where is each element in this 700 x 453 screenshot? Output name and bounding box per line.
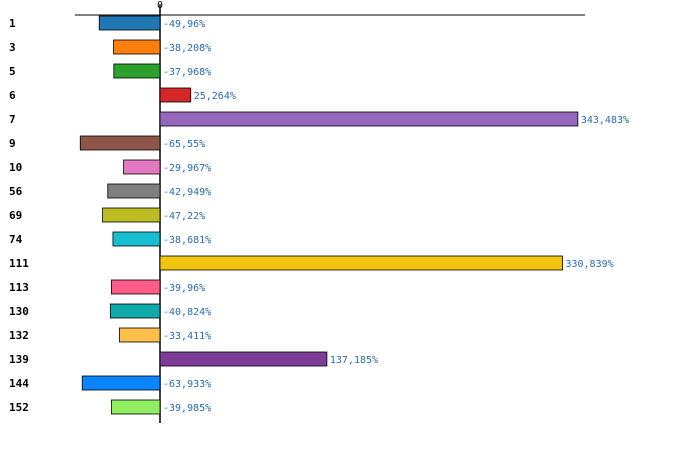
category-label-152: 152	[9, 401, 29, 414]
bar-144	[81, 375, 161, 391]
bar-3	[113, 39, 161, 55]
category-label-6: 6	[9, 89, 16, 102]
bar-1	[98, 15, 161, 31]
value-label-56: -42,949%	[163, 187, 211, 198]
value-label-130: -40,824%	[163, 307, 211, 318]
bar-152	[110, 399, 161, 415]
category-label-111: 111	[9, 257, 29, 270]
category-label-69: 69	[9, 209, 22, 222]
category-label-132: 132	[9, 329, 29, 342]
value-label-113: -39,96%	[163, 283, 205, 294]
bar-113	[110, 279, 161, 295]
category-label-144: 144	[9, 377, 29, 390]
value-label-144: -63,933%	[163, 379, 211, 390]
bar-10	[123, 159, 161, 175]
bar-6	[159, 87, 192, 103]
value-label-10: -29,967%	[163, 163, 211, 174]
bar-111	[159, 255, 563, 271]
bars-group: 1 -49,96% 3 -38,208% 5 -37,968% 6 25,264% 7 343,4…	[9, 15, 629, 415]
value-label-132: -33,411%	[163, 331, 211, 342]
bar-139	[159, 351, 328, 367]
zero-tick-label: 0	[157, 0, 163, 11]
category-label-1: 1	[9, 17, 16, 30]
value-label-3: -38,208%	[163, 43, 211, 54]
value-label-152: -39,985%	[163, 403, 211, 414]
category-label-139: 139	[9, 353, 29, 366]
bar-132	[118, 327, 161, 343]
bar-7	[159, 111, 579, 127]
value-label-69: -47,22%	[163, 211, 205, 222]
category-label-7: 7	[9, 113, 16, 126]
value-label-9: -65,55%	[163, 139, 205, 150]
value-label-5: -37,968%	[163, 67, 211, 78]
bar-69	[102, 207, 161, 223]
bar-5	[113, 63, 161, 79]
bar-56	[107, 183, 161, 199]
category-label-56: 56	[9, 185, 23, 198]
category-label-130: 130	[9, 305, 29, 318]
value-label-111: 330,839%	[565, 259, 613, 270]
category-label-10: 10	[9, 161, 22, 174]
value-label-7: 343,483%	[581, 115, 629, 126]
bar-9	[79, 135, 161, 151]
category-label-3: 3	[9, 41, 16, 54]
value-label-139: 137,185%	[330, 355, 378, 366]
category-label-74: 74	[9, 233, 23, 246]
category-label-5: 5	[9, 65, 16, 78]
category-label-9: 9	[9, 137, 16, 150]
value-label-74: -38,681%	[163, 235, 211, 246]
bar-130	[109, 303, 161, 319]
bar-74	[112, 231, 161, 247]
category-label-113: 113	[9, 281, 29, 294]
value-label-1: -49,96%	[163, 19, 205, 30]
value-label-6: 25,264%	[194, 91, 236, 102]
